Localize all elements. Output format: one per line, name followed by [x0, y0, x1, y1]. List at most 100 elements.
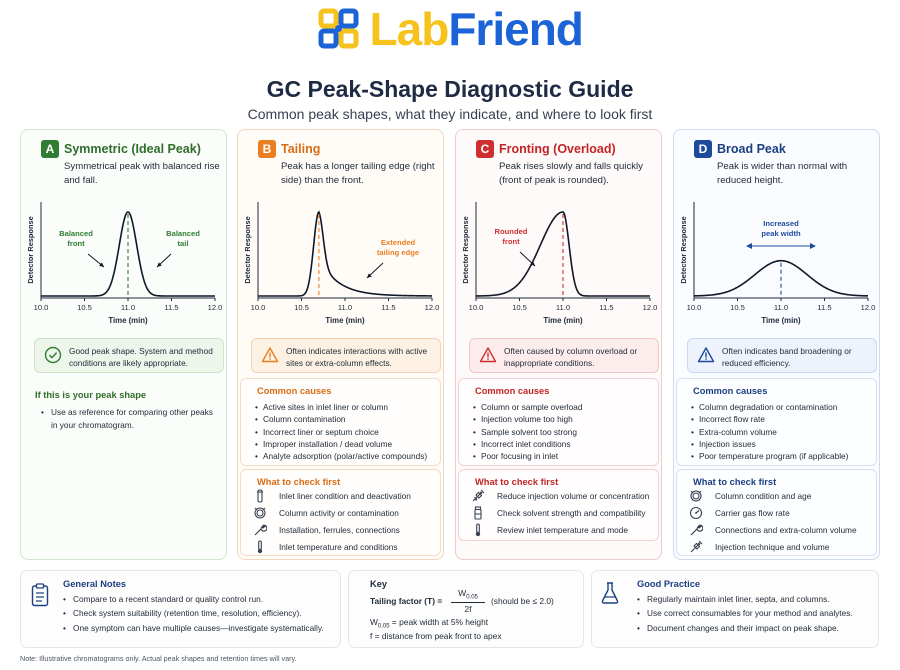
good-practice-box: Good Practice Regularly maintain inlet l…: [591, 570, 879, 648]
f-definition: f = distance from peak front to apex: [370, 631, 502, 641]
annotation-label: Rounded: [495, 227, 528, 236]
chromatogram-chart: 10.0 10.5 11.0 11.5 12.0 Time (min) Detector R…: [679, 202, 875, 325]
card-letter: D: [694, 140, 712, 158]
x-tick-label: 10.5: [294, 303, 309, 312]
annotation-label: tailing edge: [377, 248, 419, 257]
if-text-body: Use as reference for comparing other pea…: [51, 407, 213, 430]
callout-text: Often indicates band broadening or reduc…: [722, 346, 852, 368]
annotation-label: front: [502, 237, 520, 246]
cause-item: Active sites in inlet liner or column: [255, 401, 439, 414]
x-tick-label: 10.5: [730, 303, 745, 312]
wrench-icon: [690, 524, 703, 536]
x-tick-label: 11.0: [774, 303, 788, 312]
card-letter: C: [476, 140, 494, 158]
note-item: Compare to a recent standard or quality …: [63, 592, 324, 607]
card-description: Symmetrical peak with balanced rise and …: [64, 161, 220, 186]
warning-triangle-icon: [261, 347, 279, 363]
callout: Often caused by column overload or inapp…: [469, 338, 659, 373]
cause-item: Poor temperature program (if applicable): [691, 450, 875, 463]
warning-triangle-icon: [697, 347, 715, 363]
annotation-label: peak width: [761, 229, 801, 238]
good-practice-title: Good Practice: [637, 579, 701, 589]
check-title: What to check first: [475, 477, 559, 487]
practice-item: Use correct consumables for your method …: [637, 606, 853, 621]
callout-text: Often caused by column overload or inapp…: [504, 346, 638, 368]
practice-item: Regularly maintain inlet liner, septa, a…: [637, 592, 853, 607]
annotation-label: Extended: [381, 238, 416, 247]
cause-item: Extra-column volume: [691, 426, 875, 439]
if-text: • Use as reference for comparing other pe…: [41, 406, 221, 432]
x-tick-label: 12.0: [208, 303, 223, 312]
annotation-label: Balanced: [59, 229, 93, 238]
cause-item: Analyte adsorption (polar/active compoun…: [255, 450, 439, 463]
x-axis-label: Time (min): [543, 316, 583, 325]
annotation-label: Balanced: [166, 229, 200, 238]
check-item: Inlet liner condition and deactivation: [249, 488, 439, 505]
check-item: Connections and extra-column volume: [685, 522, 875, 539]
cause-item: Incorrect liner or septum choice: [255, 426, 439, 439]
annotation-arrow-head: [530, 261, 535, 266]
if-title: If this is your peak shape: [35, 390, 147, 400]
vial-icon: [474, 506, 482, 520]
key-box: Key Tailing factor (T) = W0.05 2f (shoul…: [348, 570, 584, 648]
card-title: Fronting (Overload): [499, 142, 616, 156]
callout-text: Often indicates interactions with active…: [286, 346, 428, 368]
brand-friend: Friend: [448, 3, 584, 55]
common-causes-panel: Common causes Active sites in inlet line…: [240, 378, 441, 466]
check-circle-icon: [44, 346, 62, 364]
peak-series-line: [475, 211, 650, 297]
tf-numerator: W: [458, 588, 467, 598]
x-tick-label: 10.0: [251, 303, 266, 312]
y-axis-label: Detector Response: [461, 216, 470, 283]
thermometer-icon: [257, 540, 263, 554]
column-coil-icon: [254, 507, 266, 519]
cause-item: Injection volume too high: [473, 413, 657, 426]
annotation-label: front: [67, 239, 85, 248]
callout: Often indicates band broadening or reduc…: [687, 338, 877, 373]
general-notes-title: General Notes: [63, 579, 127, 589]
cause-item: Column degradation or contamination: [691, 401, 875, 414]
x-tick-label: 11.0: [556, 303, 570, 312]
card-letter: B: [258, 140, 276, 158]
page-subtitle: Common peak shapes, what they indicate, …: [247, 106, 653, 122]
w-definition: W0.05 = peak width at 5% height: [370, 617, 489, 630]
callout: Good peak shape. System and method condi…: [34, 338, 224, 373]
card-tailing: B Tailing Peak has a longer tailing edge …: [237, 129, 444, 560]
gauge-icon: [689, 506, 703, 520]
brand-logo: LabFriend: [0, 2, 900, 60]
x-axis-label: Time (min): [108, 316, 148, 325]
check-item: Reduce injection volume or concentration: [467, 488, 657, 505]
card-symmetric: A Symmetric (Ideal Peak) Symmetrical peak…: [20, 129, 227, 560]
check-title: What to check first: [693, 477, 777, 487]
cause-item: Column contamination: [255, 413, 439, 426]
y-axis-label: Detector Response: [243, 216, 252, 283]
tf-denominator: 2f: [451, 601, 485, 614]
annotation-label: tail: [178, 239, 189, 248]
chromatogram-chart: 10.0 10.5 11.0 11.5 12.0 Time (min) Detector R…: [461, 202, 657, 325]
annotation-arrow-head: [157, 262, 162, 267]
general-notes-box: General Notes Compare to a recent standa…: [20, 570, 341, 648]
check-title: What to check first: [257, 477, 341, 487]
x-tick-label: 10.0: [34, 303, 49, 312]
x-tick-label: 11.5: [817, 303, 831, 312]
check-first-panel: What to check first Column condition and…: [676, 469, 877, 556]
chromatogram-chart: 10.0 10.5 11.0 11.5 12.0 Time (min) Detector R…: [26, 202, 223, 325]
liner-tube-icon: [257, 489, 263, 503]
cause-item: Injection issues: [691, 438, 875, 451]
card-description: Peak rises slowly and falls quickly (fro…: [499, 161, 643, 186]
cause-item: Poor focusing in inlet: [473, 450, 657, 463]
check-item: Column activity or contamination: [249, 505, 439, 522]
x-tick-label: 10.5: [77, 303, 92, 312]
warning-triangle-icon: [479, 347, 497, 363]
cause-item: Incorrect inlet conditions: [473, 438, 657, 451]
x-tick-label: 11.0: [121, 303, 135, 312]
card-title: Tailing: [281, 142, 321, 156]
peak-series-line: [258, 210, 433, 297]
tailing-factor-label: Tailing factor (T) =: [370, 596, 443, 606]
molecule-grid-logo-icon: [318, 8, 359, 49]
card-letter: A: [41, 140, 59, 158]
x-axis-label: Time (min): [761, 316, 801, 325]
x-tick-label: 11.0: [338, 303, 352, 312]
cause-item: Sample solvent too strong: [473, 426, 657, 439]
syringe-icon: [472, 489, 485, 502]
